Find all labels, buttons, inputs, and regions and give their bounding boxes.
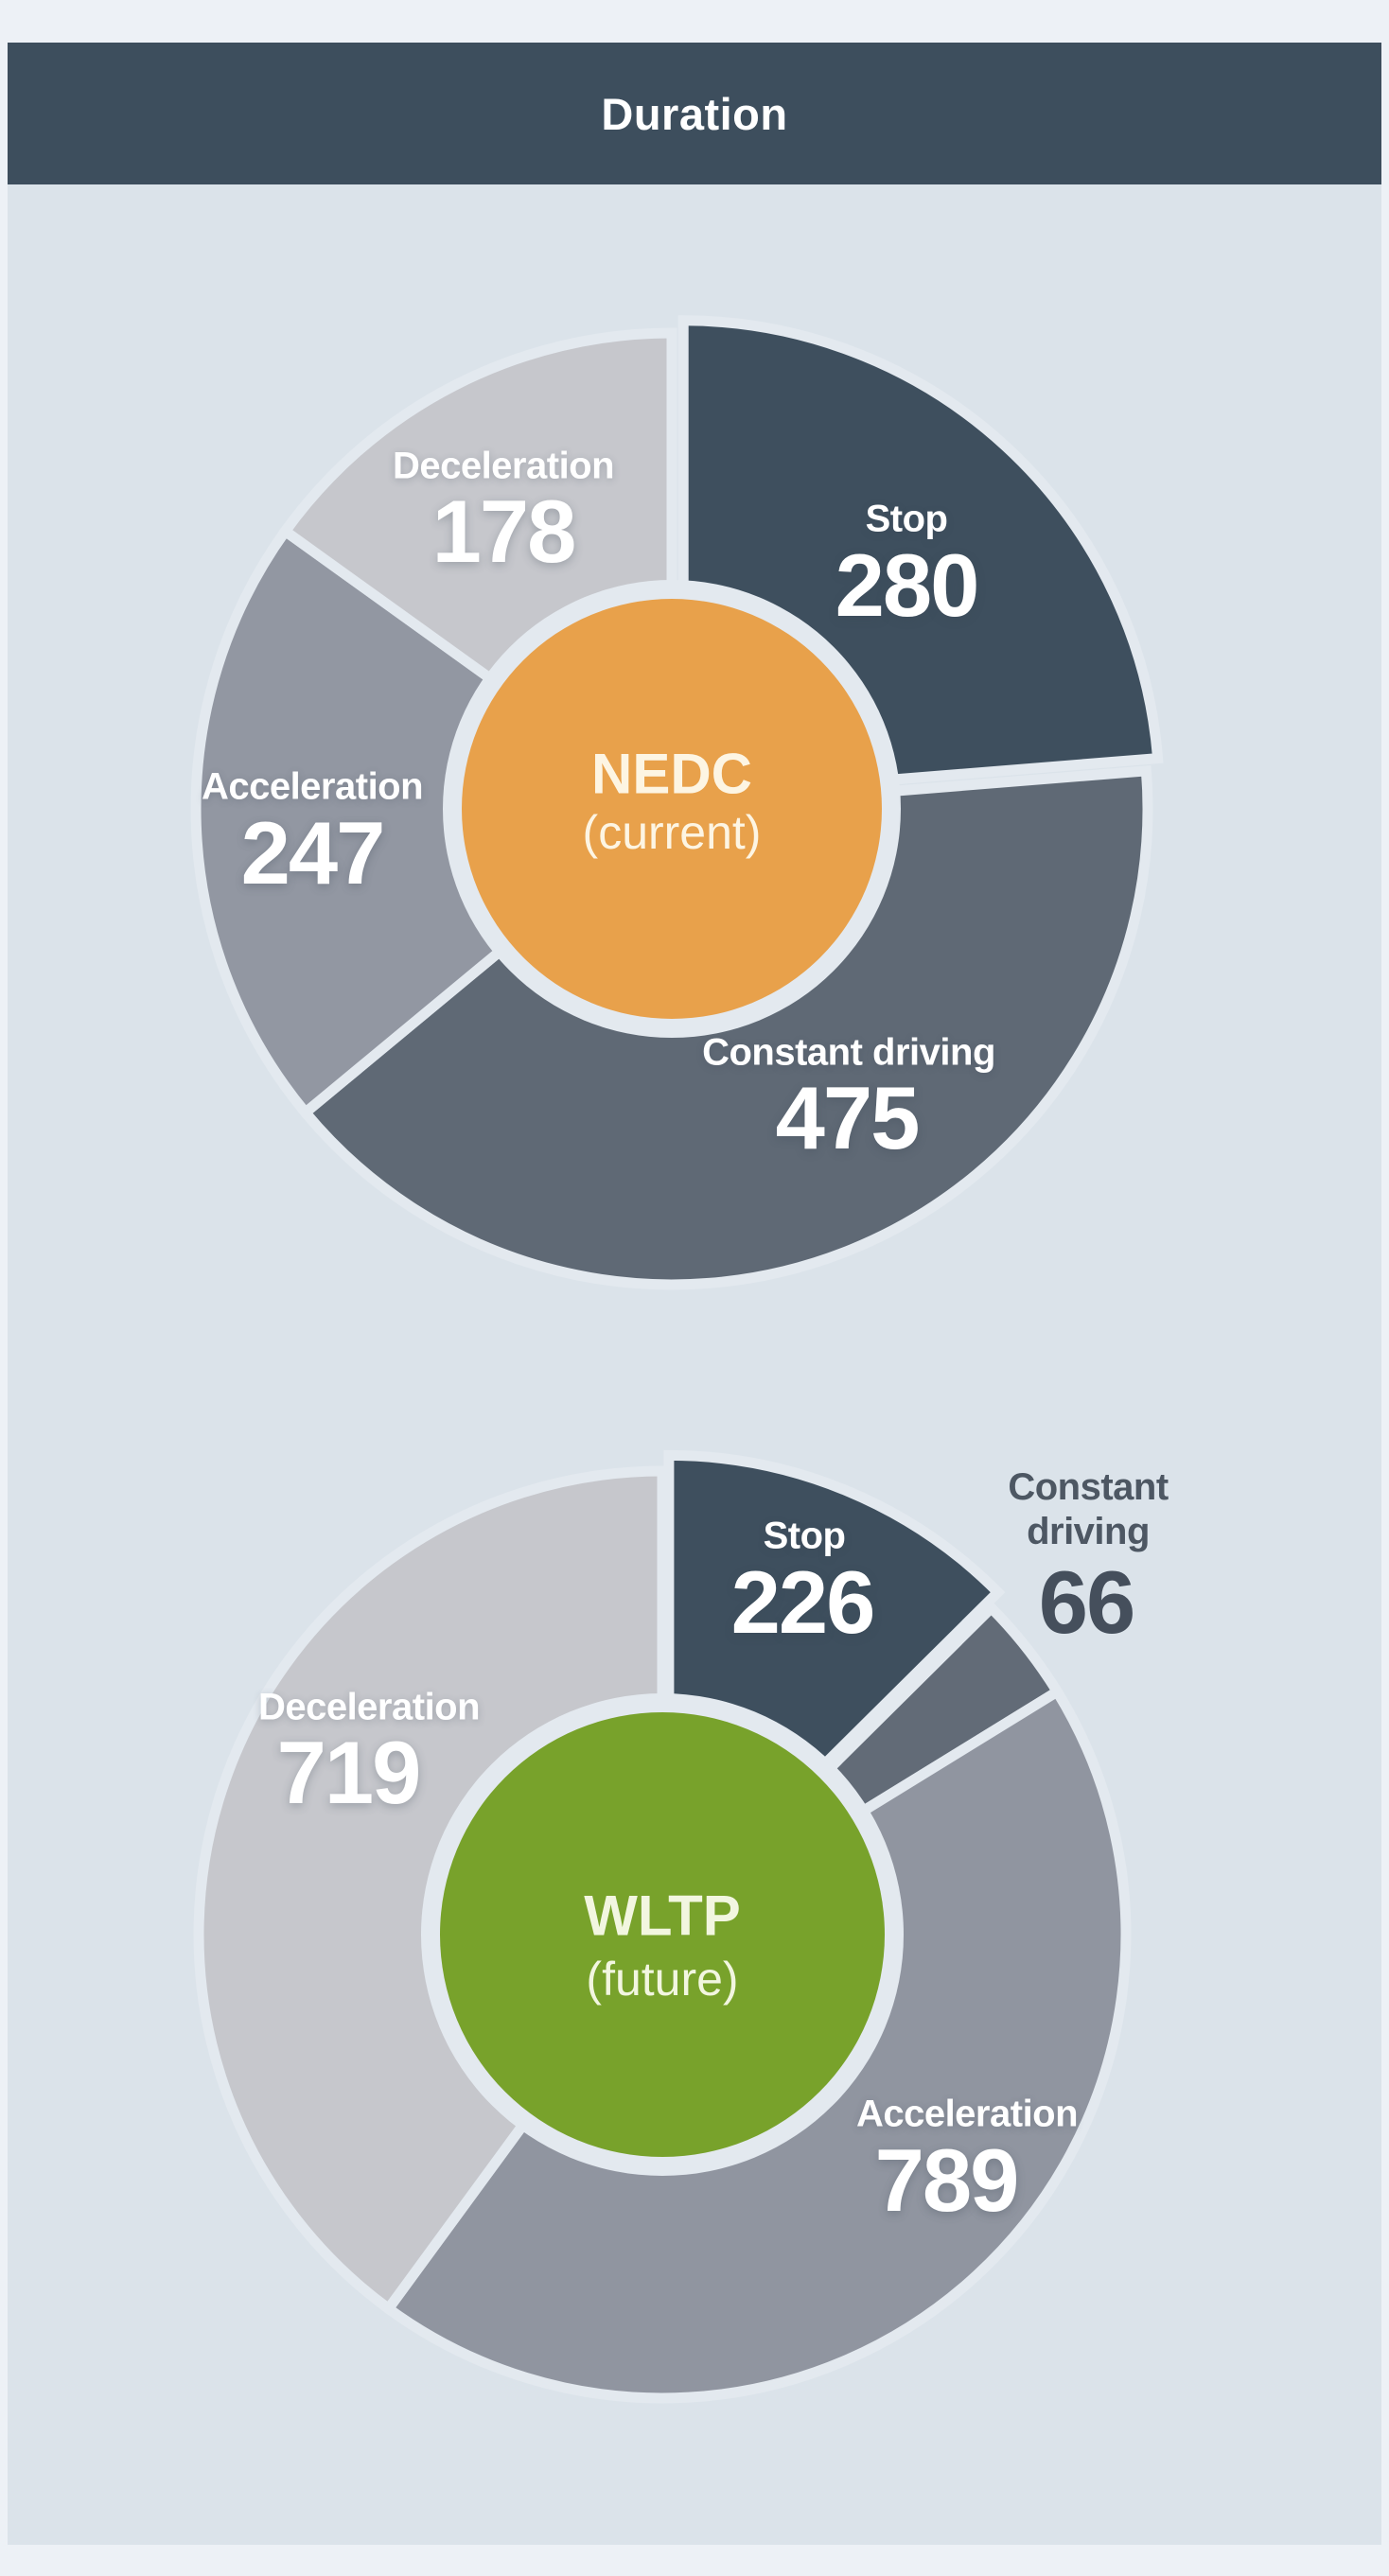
center-circle-nedc — [462, 599, 882, 1019]
page-title: Duration — [601, 88, 788, 139]
chart-title-bar: Duration — [8, 43, 1381, 184]
pie-slice-nedc-acceleration — [190, 523, 680, 1120]
center-circle-wltp — [440, 1712, 885, 2157]
